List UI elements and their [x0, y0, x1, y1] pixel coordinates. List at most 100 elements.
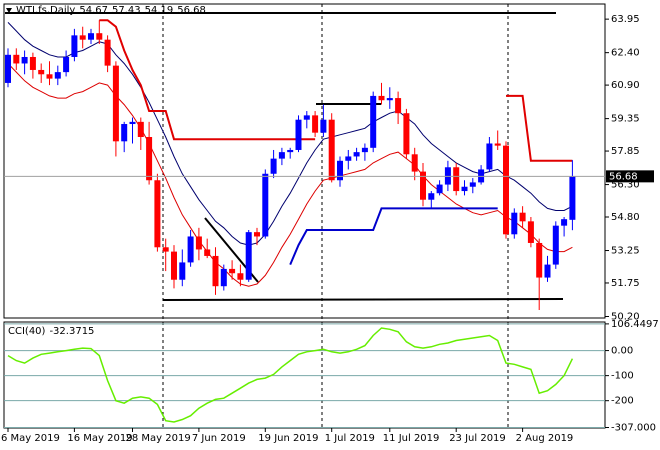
- cci-panel: [3, 321, 606, 429]
- y-tick-label: 54.80: [611, 212, 640, 223]
- trendlines: [5, 12, 564, 301]
- indicator-name: CCI(40): [8, 326, 46, 337]
- x-tick-label: 16 May 2019: [67, 433, 132, 444]
- candle-body: [361, 147, 368, 153]
- indicator-line: [7, 63, 573, 287]
- candle-body: [96, 33, 103, 40]
- y-tick-label: 51.75: [611, 278, 640, 289]
- y-tick-label: 57.85: [611, 146, 640, 157]
- candle-body: [245, 232, 252, 280]
- x-tick-label: 28 May 2019: [126, 433, 191, 444]
- candle-body: [220, 268, 227, 287]
- candle-body: [5, 54, 11, 83]
- candle-body: [254, 232, 260, 237]
- candle-body: [179, 262, 186, 280]
- indicator-value: -32.3715: [49, 326, 94, 337]
- candle-body: [544, 264, 551, 278]
- main-panel: [3, 3, 606, 319]
- candle-body: [461, 186, 468, 192]
- y-tick-label: -100: [611, 371, 634, 382]
- candle-body: [519, 212, 526, 222]
- candle-body: [386, 98, 393, 101]
- symbol: WTI.fs,Daily: [16, 5, 75, 16]
- y-tick-label: 59.35: [611, 114, 640, 125]
- candle-body: [420, 171, 426, 200]
- candle-body: [79, 35, 86, 40]
- candle-body: [137, 121, 144, 137]
- candle-body: [237, 273, 244, 280]
- y-tick-label: -307.000: [611, 422, 656, 433]
- y-tick-label: 62.40: [611, 48, 640, 59]
- candle-body: [162, 247, 169, 252]
- candle-body: [146, 136, 153, 181]
- last-price-label: 56.68: [609, 171, 638, 182]
- candle-body: [295, 119, 302, 150]
- candle-body: [395, 98, 402, 114]
- trendline: [162, 298, 564, 301]
- menu-triangle: [6, 8, 12, 13]
- cci-line: [7, 327, 574, 423]
- ohlc-low: 54.19: [145, 5, 174, 16]
- candle-body: [112, 65, 119, 142]
- candle-body: [511, 212, 518, 235]
- candle-body: [536, 242, 543, 278]
- candle-body: [278, 152, 285, 159]
- candle-body: [287, 149, 294, 153]
- candle-body: [503, 145, 509, 235]
- x-tick-label: 11 Jul 2019: [383, 433, 440, 444]
- candle-body: [378, 95, 385, 101]
- candle-body: [29, 56, 36, 70]
- candle-body: [320, 119, 327, 133]
- candle-body: [469, 182, 476, 187]
- candle-body: [195, 236, 202, 250]
- candle-body: [353, 152, 360, 157]
- candle-body: [403, 113, 410, 155]
- candle-body: [154, 180, 161, 248]
- candle-body: [88, 33, 94, 40]
- candle-body: [486, 143, 493, 170]
- candle-body: [494, 143, 501, 146]
- indicator-header: CCI(40) -32.3715: [8, 326, 94, 337]
- x-tick-label: 23 Jul 2019: [449, 433, 506, 444]
- candle-body: [38, 69, 45, 75]
- candle-body: [337, 160, 343, 181]
- x-tick-label: 7 Jun 2019: [192, 433, 246, 444]
- candle-body: [121, 124, 128, 142]
- chart-header: WTI.fs,Daily 54.67 57.43 54.19 56.68: [16, 5, 206, 16]
- candle-body: [428, 193, 435, 200]
- candle-body: [63, 56, 70, 73]
- candle-body: [171, 251, 177, 280]
- candle-body: [229, 268, 236, 274]
- candle-body: [328, 119, 335, 181]
- candle-body: [13, 54, 20, 64]
- candle-body: [204, 249, 211, 256]
- candle-body: [552, 225, 559, 265]
- candle-body: [212, 255, 219, 287]
- last-price-box: [606, 170, 654, 183]
- y-tick-label: 63.95: [611, 14, 640, 25]
- candle-body: [71, 35, 78, 57]
- candle-body: [411, 154, 418, 172]
- indicator-line: [289, 207, 498, 265]
- y-tick-label: 106.4497: [611, 319, 659, 330]
- ohlc-close: 56.68: [177, 5, 206, 16]
- candle-body: [345, 156, 352, 161]
- candle-body: [270, 158, 277, 174]
- candle-body: [129, 121, 136, 125]
- candle-body: [312, 115, 319, 133]
- x-tick-label: 2 Aug 2019: [516, 433, 574, 444]
- indicator-line: [99, 19, 573, 162]
- candle-body: [453, 167, 460, 192]
- x-tick-label: 1 Jul 2019: [325, 433, 375, 444]
- candle-body: [561, 219, 568, 226]
- x-tick-label: 19 Jun 2019: [258, 433, 318, 444]
- x-tick-label: 6 May 2019: [1, 433, 60, 444]
- candle-body: [104, 39, 111, 66]
- y-tick-label: 56.30: [611, 180, 640, 191]
- y-tick-label: -200: [611, 396, 634, 407]
- candle-body: [262, 173, 269, 237]
- y-tick-label: 60.90: [611, 80, 640, 91]
- candle-body: [187, 236, 194, 263]
